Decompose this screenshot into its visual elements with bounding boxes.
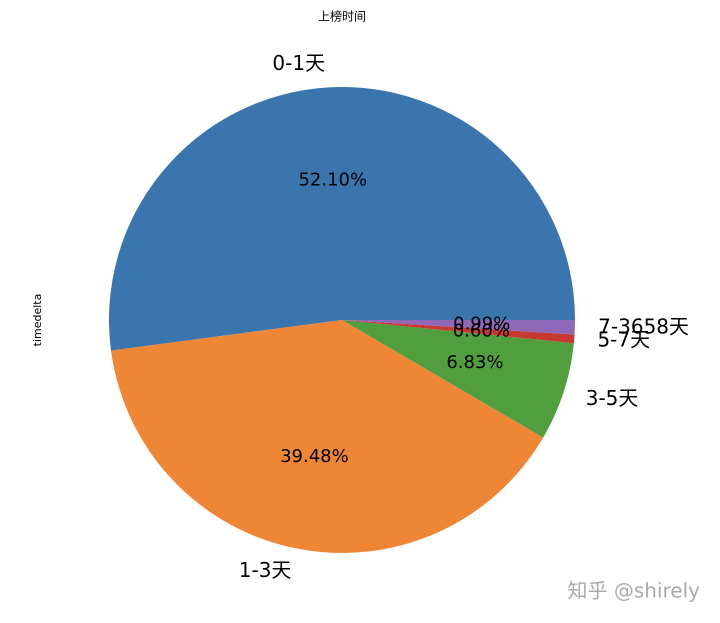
- percent-label: 39.48%: [280, 446, 349, 467]
- slice-label: 5-7天: [597, 327, 650, 351]
- pie-slice: [342, 320, 575, 344]
- pie-slice: [111, 320, 544, 554]
- slice-label: 0-1天: [272, 51, 325, 75]
- watermark: 知乎 @shirely: [568, 579, 701, 603]
- pie-slice: [108, 86, 576, 351]
- y-axis-label: timedelta: [31, 294, 44, 347]
- slice-label: 7-3658天: [598, 314, 689, 338]
- chart-title: 上榜时间: [318, 9, 366, 24]
- percent-label: 0.99%: [453, 313, 510, 334]
- slice-label: 3-5天: [586, 386, 639, 410]
- percent-label: 0.60%: [453, 320, 510, 341]
- pie-slice: [342, 320, 575, 335]
- slice-label: 1-3天: [239, 558, 292, 582]
- percent-label: 52.10%: [298, 170, 367, 191]
- percent-label: 6.83%: [446, 352, 503, 373]
- pie-slice: [342, 320, 574, 438]
